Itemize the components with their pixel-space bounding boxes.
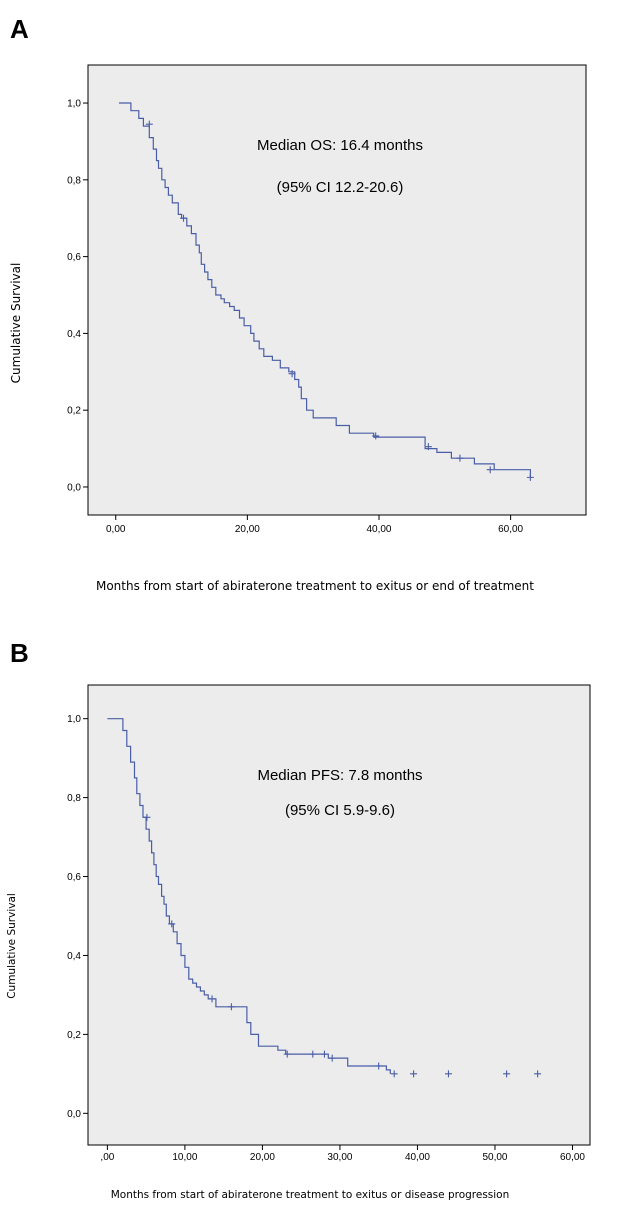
x-tick-label: ,00 <box>100 1152 114 1163</box>
y-tick-label: 1,0 <box>67 99 81 110</box>
y-tick-label: 0,0 <box>67 482 81 493</box>
censor-mark <box>372 432 380 440</box>
ci-annotation: (95% CI 5.9-9.6) <box>285 802 395 819</box>
panel-letter: A <box>10 14 29 44</box>
censor-mark <box>168 920 176 928</box>
censor-mark <box>486 466 494 474</box>
y-axis-label: Cumulative Survival <box>6 893 18 999</box>
censor-mark <box>208 995 216 1003</box>
x-tick-label: 60,00 <box>560 1152 585 1163</box>
censor-mark <box>444 1070 452 1078</box>
censor-mark <box>424 443 432 451</box>
censor-mark <box>180 214 188 222</box>
censor-mark <box>309 1050 317 1058</box>
y-tick-label: 0,4 <box>67 329 81 340</box>
x-tick-label: 30,00 <box>327 1152 352 1163</box>
x-tick-label: 40,00 <box>405 1152 430 1163</box>
censor-mark <box>375 1062 383 1070</box>
panel-a: A 0,0 0,2 0,4 0,6 0,8 1,0 0,00 20,00 40,00 60,00 Me… <box>9 14 587 593</box>
x-tick-label: 20,00 <box>250 1152 275 1163</box>
x-tick-label: 0,00 <box>106 524 126 535</box>
x-axis-label: Months from start of abiraterone treatme… <box>96 579 534 593</box>
y-tick-label: 0,2 <box>67 1030 81 1041</box>
median-annotation: Median PFS: 7.8 months <box>257 767 422 784</box>
censor-mark <box>503 1070 511 1078</box>
survival-curve <box>107 718 391 1074</box>
median-annotation: Median OS: 16.4 months <box>257 137 423 154</box>
y-tick-label: 0,0 <box>67 1109 81 1120</box>
y-tick-label: 0,4 <box>67 951 81 962</box>
censor-mark <box>283 1050 291 1058</box>
censor-mark <box>410 1070 418 1078</box>
censor-mark <box>320 1050 328 1058</box>
plot-area <box>87 64 587 516</box>
censor-mark <box>288 370 296 378</box>
x-tick-label: 40,00 <box>366 524 391 535</box>
x-tick-label: 10,00 <box>172 1152 197 1163</box>
censor-mark <box>328 1054 336 1062</box>
censor-mark <box>145 120 153 128</box>
survival-curve <box>119 102 531 478</box>
y-tick-label: 0,6 <box>67 252 81 263</box>
y-tick-label: 0,8 <box>67 793 81 804</box>
censor-mark <box>143 813 151 821</box>
y-tick-label: 0,2 <box>67 406 81 417</box>
y-tick-label: 0,8 <box>67 175 81 186</box>
panel-b: B 0,0 0,2 0,4 0,6 0,8 1,0 ,00 10,00 20,00 30,00 40,… <box>6 638 591 1201</box>
x-tick-label: 20,00 <box>235 524 260 535</box>
panel-letter: B <box>10 638 29 668</box>
plot-area <box>87 684 591 1146</box>
censor-mark <box>390 1070 398 1078</box>
censor-mark <box>526 473 534 481</box>
ci-annotation: (95% CI 12.2-20.6) <box>277 179 404 196</box>
y-tick-label: 0,6 <box>67 872 81 883</box>
censor-mark <box>534 1070 542 1078</box>
x-tick-label: 60,00 <box>498 524 523 535</box>
x-axis-label: Months from start of abiraterone treatme… <box>111 1189 510 1201</box>
censor-mark <box>456 454 464 462</box>
y-tick-label: 1,0 <box>67 714 81 725</box>
censor-mark <box>227 1003 235 1011</box>
x-tick-label: 50,00 <box>482 1152 507 1163</box>
y-axis-label: Cumulative Survival <box>9 263 23 384</box>
